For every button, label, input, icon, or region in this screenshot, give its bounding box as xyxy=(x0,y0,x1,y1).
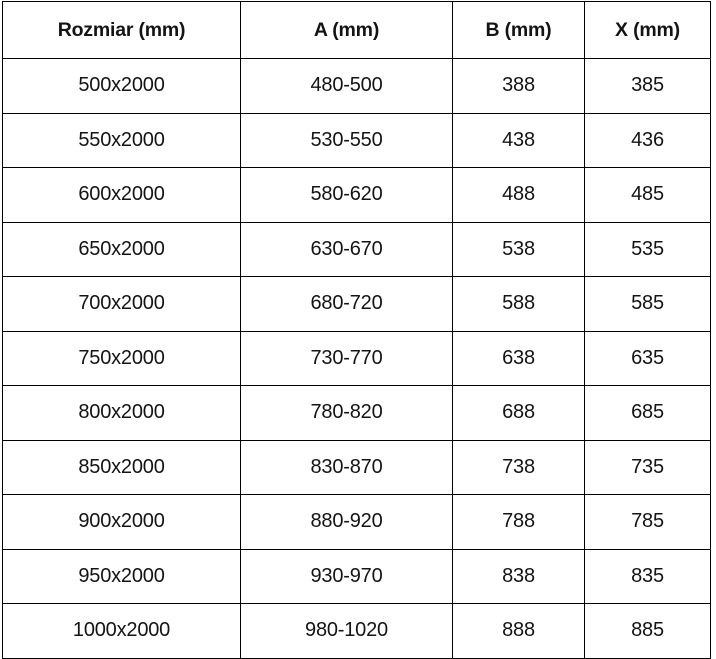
table-row: 500x2000 480-500 388 385 xyxy=(2,58,711,114)
cell-x: 385 xyxy=(584,58,711,114)
cell-b: 738 xyxy=(452,439,585,495)
cell-size: 800x2000 xyxy=(2,385,241,441)
cell-a: 530-550 xyxy=(240,112,453,168)
cell-x: 635 xyxy=(584,330,711,386)
cell-a: 680-720 xyxy=(240,276,453,332)
cell-a: 780-820 xyxy=(240,385,453,441)
cell-a: 580-620 xyxy=(240,167,453,223)
table-row: 1000x2000 980-1020 888 885 xyxy=(2,603,711,659)
table-row: 550x2000 530-550 438 436 xyxy=(2,112,711,168)
cell-b: 538 xyxy=(452,221,585,277)
cell-x: 685 xyxy=(584,385,711,441)
cell-a: 830-870 xyxy=(240,439,453,495)
cell-b: 688 xyxy=(452,385,585,441)
table-row: 800x2000 780-820 688 685 xyxy=(2,385,711,441)
table-row: 650x2000 630-670 538 535 xyxy=(2,221,711,277)
cell-a: 630-670 xyxy=(240,221,453,277)
cell-size: 550x2000 xyxy=(2,112,241,168)
cell-size: 650x2000 xyxy=(2,221,241,277)
cell-x: 835 xyxy=(584,548,711,604)
cell-size: 750x2000 xyxy=(2,330,241,386)
cell-a: 930-970 xyxy=(240,548,453,604)
cell-size: 500x2000 xyxy=(2,58,241,114)
cell-size: 900x2000 xyxy=(2,494,241,550)
cell-a: 480-500 xyxy=(240,58,453,114)
cell-b: 488 xyxy=(452,167,585,223)
cell-b: 888 xyxy=(452,603,585,659)
cell-b: 388 xyxy=(452,58,585,114)
header-row: Rozmiar (mm) A (mm) B (mm) X (mm) xyxy=(2,1,711,59)
cell-b: 638 xyxy=(452,330,585,386)
column-header-a: A (mm) xyxy=(240,1,453,59)
table-row: 850x2000 830-870 738 735 xyxy=(2,439,711,495)
cell-x: 485 xyxy=(584,167,711,223)
table-row: 900x2000 880-920 788 785 xyxy=(2,494,711,550)
cell-x: 785 xyxy=(584,494,711,550)
cell-a: 730-770 xyxy=(240,330,453,386)
table-body: 500x2000 480-500 388 385 550x2000 530-550 438 4… xyxy=(2,58,711,659)
cell-x: 885 xyxy=(584,603,711,659)
cell-size: 850x2000 xyxy=(2,439,241,495)
table-row: 950x2000 930-970 838 835 xyxy=(2,548,711,604)
cell-size: 600x2000 xyxy=(2,167,241,223)
table-row: 700x2000 680-720 588 585 xyxy=(2,276,711,332)
cell-size: 950x2000 xyxy=(2,548,241,604)
table-row: 750x2000 730-770 638 635 xyxy=(2,330,711,386)
cell-x: 535 xyxy=(584,221,711,277)
column-header-x: X (mm) xyxy=(584,1,711,59)
table-header: Rozmiar (mm) A (mm) B (mm) X (mm) xyxy=(2,1,711,59)
cell-x: 735 xyxy=(584,439,711,495)
cell-b: 438 xyxy=(452,112,585,168)
cell-b: 588 xyxy=(452,276,585,332)
cell-x: 585 xyxy=(584,276,711,332)
cell-b: 838 xyxy=(452,548,585,604)
table-row: 600x2000 580-620 488 485 xyxy=(2,167,711,223)
cell-x: 436 xyxy=(584,112,711,168)
cell-b: 788 xyxy=(452,494,585,550)
cell-size: 1000x2000 xyxy=(2,603,241,659)
cell-size: 700x2000 xyxy=(2,276,241,332)
column-header-b: B (mm) xyxy=(452,1,585,59)
cell-a: 880-920 xyxy=(240,494,453,550)
column-header-size: Rozmiar (mm) xyxy=(2,1,241,59)
cell-a: 980-1020 xyxy=(240,603,453,659)
